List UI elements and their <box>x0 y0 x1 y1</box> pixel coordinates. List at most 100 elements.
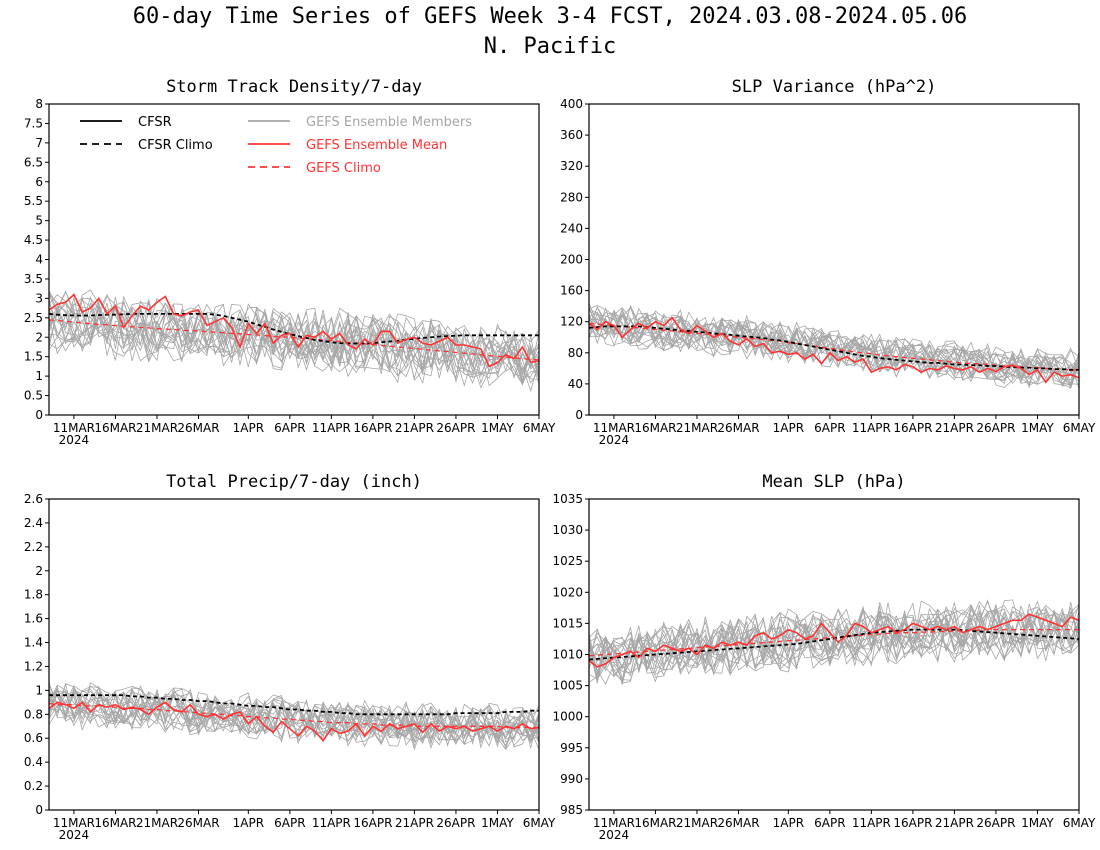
y-tick-label: 1.5 <box>24 350 43 364</box>
x-tick-label: 16MAR <box>634 816 676 830</box>
y-tick-label: 1000 <box>552 710 583 724</box>
x-tick-label: 1MAY <box>1021 421 1054 435</box>
x-year-label: 2024 <box>59 433 90 447</box>
x-tick-label: 16MAR <box>94 421 136 435</box>
y-tick-label: 985 <box>560 803 583 817</box>
ensemble-member-line <box>588 304 1080 380</box>
x-tick-label: 6APR <box>274 421 305 435</box>
y-tick-label: 240 <box>560 221 583 235</box>
x-tick-label: 1APR <box>773 816 804 830</box>
y-tick-label: 2.4 <box>24 516 43 530</box>
x-tick-label: 26APR <box>976 816 1015 830</box>
x-tick-label: 26MAR <box>177 421 219 435</box>
y-tick-label: 0.4 <box>24 755 43 769</box>
gefs-mean-line <box>48 701 540 742</box>
panel-title: SLP Variance (hPa^2) <box>732 77 937 97</box>
x-tick-label: 21MAR <box>676 421 718 435</box>
legend-label: GEFS Ensemble Mean <box>306 138 447 153</box>
x-tick-label: 16APR <box>893 816 932 830</box>
ensemble-member-line <box>48 686 540 744</box>
ensemble-members <box>588 599 1080 686</box>
panel-title: Mean SLP (hPa) <box>762 472 905 492</box>
x-tick-label: 16APR <box>353 421 392 435</box>
x-tick-label: 21MAR <box>136 816 178 830</box>
x-year-label: 2024 <box>599 828 630 842</box>
y-tick-label: 0.2 <box>24 779 43 793</box>
y-tick-label: 0.8 <box>24 707 43 721</box>
x-tick-label: 26MAR <box>717 816 759 830</box>
x-tick-label: 6APR <box>274 816 305 830</box>
x-tick-label: 6APR <box>814 421 845 435</box>
legend: CFSR CFSR Climo GEFS Ensemble Members GEFS … <box>80 115 472 176</box>
ensemble-member-line <box>48 290 540 374</box>
y-tick-label: 1030 <box>552 523 583 537</box>
y-tick-label: 0 <box>35 408 43 422</box>
y-tick-label: 1025 <box>552 554 583 568</box>
figure-title: 60-day Time Series of GEFS Week 3-4 FCST… <box>132 4 968 29</box>
y-tick-label: 1.8 <box>24 588 43 602</box>
x-year-label: 2024 <box>599 433 630 447</box>
legend-label: CFSR <box>138 115 172 130</box>
y-tick-label: 2 <box>35 330 43 344</box>
y-tick-label: 2 <box>35 564 43 578</box>
y-tick-label: 7.5 <box>24 116 43 130</box>
ensemble-member-line <box>48 691 540 749</box>
x-tick-label: 1MAY <box>1021 816 1054 830</box>
panel-title: Storm Track Density/7-day <box>166 77 422 97</box>
x-tick-label: 11MAR <box>53 421 95 435</box>
x-tick-label: 11MAR <box>593 421 635 435</box>
legend-label: CFSR Climo <box>138 138 213 153</box>
ensemble-member-line <box>588 611 1080 686</box>
x-tick-label: 1APR <box>233 816 264 830</box>
ensemble-member-line <box>588 599 1080 671</box>
y-tick-label: 360 <box>560 128 583 142</box>
x-year-label: 2024 <box>59 828 90 842</box>
x-tick-label: 26APR <box>436 421 475 435</box>
ensemble-member-line <box>48 305 540 386</box>
y-tick-label: 5.5 <box>24 194 43 208</box>
x-tick-label: 1MAY <box>481 421 514 435</box>
cfsr-climo-line <box>48 312 539 345</box>
ensemble-member-line <box>48 690 540 742</box>
y-tick-label: 200 <box>560 253 583 267</box>
chart-panel-4: Mean SLP (hPa) 985 990 995 1000 1005 1010 1015 1… <box>552 472 1096 842</box>
ensemble-member-line <box>588 309 1080 386</box>
x-tick-label: 11APR <box>852 816 891 830</box>
y-tick-label: 1.4 <box>24 636 43 650</box>
y-tick-label: 2.5 <box>24 311 43 325</box>
y-tick-label: 6 <box>35 175 43 189</box>
x-tick-label: 1MAY <box>481 816 514 830</box>
x-tick-label: 26MAR <box>717 421 759 435</box>
plot-frame <box>48 103 540 416</box>
y-tick-label: 120 <box>560 315 583 329</box>
ensemble-member-line <box>48 690 540 746</box>
y-tick-label: 0 <box>575 408 583 422</box>
gefs-mean-line <box>588 316 1080 384</box>
y-tick-label: 3.5 <box>24 272 43 286</box>
y-tick-label: 160 <box>560 284 583 298</box>
y-tick-label: 8 <box>35 97 43 111</box>
x-tick-label: 11APR <box>852 421 891 435</box>
cfsr-climo-line <box>49 694 539 716</box>
ensemble-member-line <box>48 293 540 381</box>
y-tick-label: 4 <box>35 253 43 267</box>
y-tick-label: 1035 <box>552 492 583 506</box>
y-tick-label: 320 <box>560 159 583 173</box>
gefs-mean-line <box>588 613 1080 668</box>
x-tick-label: 11APR <box>312 816 351 830</box>
x-tick-label: 6MAY <box>523 421 556 435</box>
x-tick-label: 6MAY <box>523 816 556 830</box>
plot-frame <box>48 498 540 811</box>
y-tick-label: 4.5 <box>24 233 43 247</box>
y-tick-label: 3 <box>35 291 43 305</box>
x-tick-label: 1APR <box>233 421 264 435</box>
x-tick-label: 16APR <box>353 816 392 830</box>
y-tick-label: 2.6 <box>24 492 43 506</box>
x-tick-label: 21MAR <box>676 816 718 830</box>
ensemble-member-line <box>48 683 540 741</box>
x-tick-label: 26MAR <box>177 816 219 830</box>
y-tick-label: 1.2 <box>24 659 43 673</box>
x-tick-label: 21APR <box>935 421 974 435</box>
x-tick-label: 21APR <box>395 816 434 830</box>
